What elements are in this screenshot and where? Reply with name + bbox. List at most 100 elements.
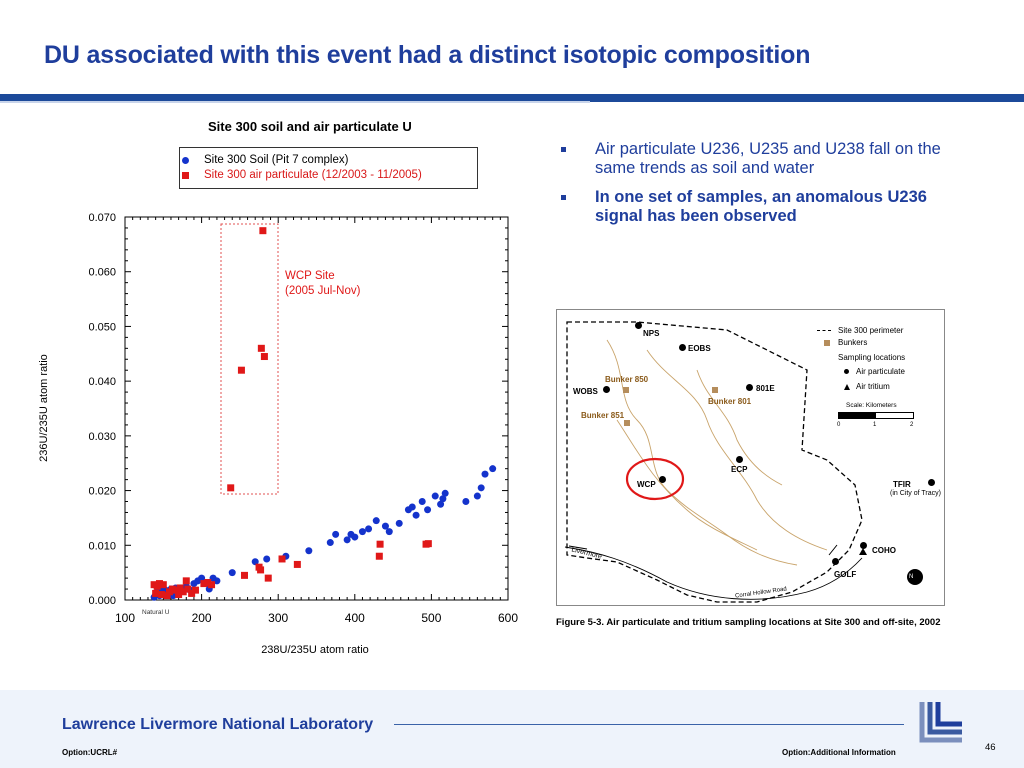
legend-soil-marker [182,157,189,164]
coho-marker [860,542,867,549]
x-tick-label: 400 [345,611,365,625]
wobs-label: WOBS [573,387,598,396]
air-point [257,344,265,352]
site-map: NPS EOBS WOBS 801E Bunker 850 Bunker 801… [556,309,945,606]
golf-label: GOLF [834,570,857,579]
soil-point [462,498,470,506]
bullet-list: Air particulate U236, U235 and U238 fall… [560,140,960,236]
llnl-logo-icon [919,702,962,743]
map-outline [564,321,923,603]
annotation-line-2: (2005 Jul-Nov) [285,285,361,297]
air-point [159,581,167,589]
golf-marker [832,558,839,565]
air-point [191,586,199,594]
bullet-marker [561,147,566,152]
air-point [182,577,190,585]
air-point [257,566,265,574]
air-point [376,540,384,548]
bullet-text-1: Air particulate U236, U235 and U238 fall… [595,140,941,177]
legend-air-swatch [844,369,849,374]
x-tick-label: 500 [421,611,441,625]
chart-legend: Site 300 Soil (Pit 7 complex) Site 300 a… [179,147,478,189]
scale-bar [838,412,914,419]
y-tick-label: 0.050 [88,321,116,333]
soil-point [251,558,259,566]
legend-air-marker [182,172,189,179]
tfir-label: TFIR [893,480,911,489]
soil-point [351,533,359,541]
soil-point [263,555,271,563]
y-axis-label: 236U/235U atom ratio [38,354,50,462]
soil-point [408,503,416,511]
soil-point [489,465,497,473]
scale-tick-1: 1 [873,422,877,428]
soil-point [385,528,393,536]
scale-tick-0: 0 [837,422,841,428]
plot-marks [150,227,497,601]
air-point [424,540,432,548]
soil-point [358,528,366,536]
soil-point [473,492,481,500]
air-point [179,588,187,596]
wobs-marker [603,386,610,393]
soil-point [412,511,420,519]
y-tick-label: 0.070 [88,212,116,224]
title-rule [0,94,1024,102]
legend-tritium: Air tritium [856,382,890,391]
air-point [184,585,192,593]
wcp-highlight-box [220,223,279,495]
soil-point [437,500,445,508]
page-number: 46 [985,742,996,753]
plot-axes: 100 200 300 400 500 600 0.000 0.010 0.020 0.030 0.… [88,212,518,625]
air-point [293,560,301,568]
soil-point [395,519,403,527]
tfir-sublabel: (in City of Tracy) [890,490,941,497]
x-tick-label: 100 [115,611,135,625]
natural-u-label: Natural U [142,609,170,616]
legend-soil: Site 300 Soil (Pit 7 complex) [182,154,349,166]
footer-left-option: Option:UCRL# [62,748,118,757]
legend-soil-label: Site 300 Soil (Pit 7 complex) [204,154,349,166]
air-point [175,591,183,599]
chart-title: Site 300 soil and air particulate U [208,119,412,134]
eobs-marker [679,344,686,351]
soil-point [481,470,489,478]
x-tick-label: 600 [498,611,518,625]
north-label: N [909,574,914,580]
scale-title: Scale: Kilometers [846,402,897,409]
bunker-851-marker [624,420,630,426]
legend-sampling: Sampling locations [838,353,906,362]
bunker-801-marker [712,387,718,393]
wcp-marker [659,476,666,483]
soil-point [424,506,432,514]
soil-point [381,522,389,530]
soil-point [431,492,439,500]
map-caption: Figure 5-3. Air particulate and tritium … [556,617,941,628]
e801-marker [746,384,753,391]
soil-point [365,525,373,533]
air-point [204,578,212,586]
legend-air-label: Site 300 air particulate (12/2003 - 11/2… [204,169,422,181]
air-point [152,589,160,597]
air-point [171,586,179,594]
soil-point [441,489,449,497]
footer-divider [394,724,904,725]
ecp-marker [736,456,743,463]
y-tick-label: 0.020 [88,486,116,498]
y-tick-label: 0.000 [88,595,116,607]
air-point [158,591,166,599]
air-point [188,589,196,597]
bullet-item-1: Air particulate U236, U235 and U238 fall… [560,140,960,178]
legend-tritium-swatch [844,384,850,390]
y-tick-label: 0.010 [88,540,116,552]
air-point [237,366,245,374]
coho-label: COHO [872,546,896,555]
air-point [260,353,268,361]
legend-air: Air particulate [856,367,905,376]
soil-point [213,577,221,585]
soil-point [228,569,236,577]
e801-label: 801E [756,384,775,393]
tfir-marker [928,479,935,486]
soil-point [477,484,485,492]
air-point [163,592,171,600]
